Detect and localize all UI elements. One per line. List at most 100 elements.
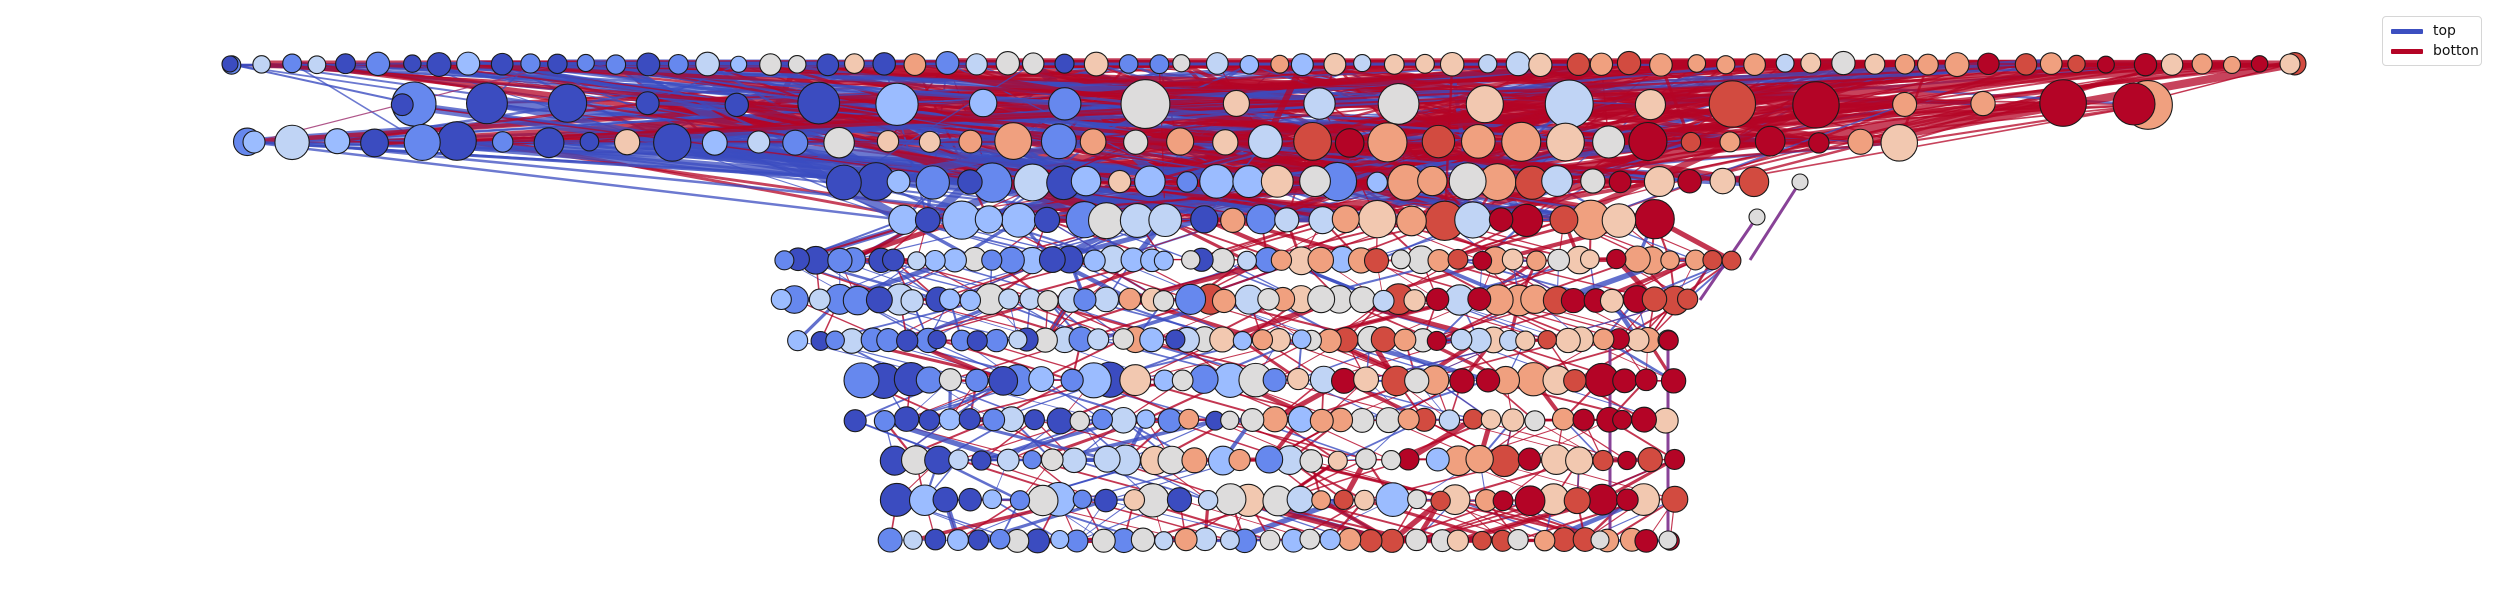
graph-node	[1641, 286, 1668, 312]
graph-node	[1152, 290, 1175, 312]
graph-node	[426, 52, 452, 77]
graph-node	[903, 530, 923, 550]
graph-node	[787, 55, 807, 74]
graph-node	[1660, 250, 1680, 270]
graph-node	[653, 123, 692, 162]
graph-node	[797, 81, 841, 125]
graph-node	[1465, 85, 1504, 124]
graph-node	[1134, 165, 1166, 198]
graph-node	[1501, 248, 1524, 271]
graph-node	[1480, 409, 1502, 430]
graph-edge	[291, 62, 423, 144]
graph-node	[1977, 52, 2000, 76]
graph-node	[1330, 367, 1357, 394]
graph-node	[465, 82, 508, 125]
graph-node	[1492, 490, 1514, 512]
graph-node	[1240, 407, 1265, 432]
graph-node	[1222, 89, 1250, 118]
graph-node	[1093, 445, 1121, 473]
graph-node	[1083, 249, 1106, 272]
graph-node	[782, 129, 809, 156]
graph-node	[825, 164, 862, 201]
graph-node	[1775, 53, 1795, 73]
graph-node	[903, 53, 927, 76]
graph-node	[1606, 248, 1627, 270]
graph-node	[1291, 329, 1312, 350]
graph-node	[1286, 485, 1315, 514]
graph-node	[1623, 245, 1651, 273]
graph-node	[1379, 528, 1405, 553]
graph-edge	[402, 103, 1287, 221]
graph-node	[1677, 168, 1702, 194]
graph-node	[872, 52, 896, 76]
graph-node	[981, 249, 1003, 271]
graph-node	[576, 53, 595, 73]
graph-node	[966, 330, 988, 352]
graph-node	[1299, 449, 1324, 473]
graph-node	[1664, 448, 1686, 470]
graph-node	[1110, 406, 1137, 434]
graph-node	[1136, 409, 1156, 429]
graph-node	[1551, 527, 1577, 553]
graph-node	[1541, 165, 1573, 197]
graph-node	[844, 53, 865, 74]
graph-node	[1212, 129, 1239, 156]
graph-node	[1072, 489, 1092, 509]
graph-edge	[1659, 64, 1693, 143]
graph-node	[1079, 128, 1107, 156]
graph-node	[1060, 368, 1084, 392]
graph-node	[974, 205, 1004, 234]
graph-node	[1048, 87, 1082, 121]
graph-node	[307, 55, 327, 75]
graph-node	[1579, 249, 1600, 270]
graph-node	[1719, 131, 1741, 153]
graph-node	[635, 91, 660, 116]
graph-node	[1037, 289, 1059, 312]
graph-node	[1592, 125, 1626, 159]
graph-node	[1309, 408, 1334, 433]
graph-node	[1149, 54, 1170, 75]
graph-node	[1189, 364, 1219, 394]
graph-node	[1094, 488, 1118, 513]
graph-node	[1270, 54, 1290, 74]
graph-node	[957, 169, 983, 195]
graph-node	[1239, 54, 1260, 75]
graph-node	[1684, 249, 1706, 271]
graph-node	[914, 207, 941, 233]
graph-node	[1462, 408, 1484, 430]
graph-node	[1157, 408, 1183, 433]
graph-node	[1599, 288, 1624, 313]
graph-node	[1040, 448, 1064, 472]
graph-node	[365, 51, 391, 77]
graph-node	[988, 366, 1019, 396]
graph-node	[1465, 444, 1494, 474]
graph-node	[1892, 91, 1918, 117]
legend-item-botton: botton	[2391, 41, 2481, 61]
graph-node	[843, 362, 880, 399]
graph-node	[2133, 52, 2158, 77]
graph-node	[1381, 450, 1402, 471]
graph-node	[1260, 164, 1294, 198]
graph-node	[1139, 327, 1165, 353]
graph-edge	[1302, 63, 1570, 106]
graph-node	[1616, 50, 1642, 76]
graph-node	[1038, 246, 1066, 274]
graph-node	[547, 53, 568, 75]
legend-label-top: top	[2433, 23, 2456, 39]
graph-node	[1383, 53, 1405, 75]
graph-node	[939, 288, 961, 311]
graph-node	[2039, 79, 2087, 127]
graph-node	[1355, 448, 1377, 470]
graph-node	[1450, 328, 1473, 351]
graph-node	[1472, 250, 1493, 271]
graph-node	[1331, 205, 1360, 234]
graph-node	[1028, 366, 1055, 393]
graph-node	[1112, 328, 1135, 350]
graph-node	[1061, 447, 1087, 474]
graph-node	[1040, 123, 1077, 160]
graph-node	[998, 288, 1020, 310]
graph-node	[2250, 55, 2269, 73]
graph-node	[1299, 165, 1331, 198]
graph-node	[1449, 368, 1475, 394]
